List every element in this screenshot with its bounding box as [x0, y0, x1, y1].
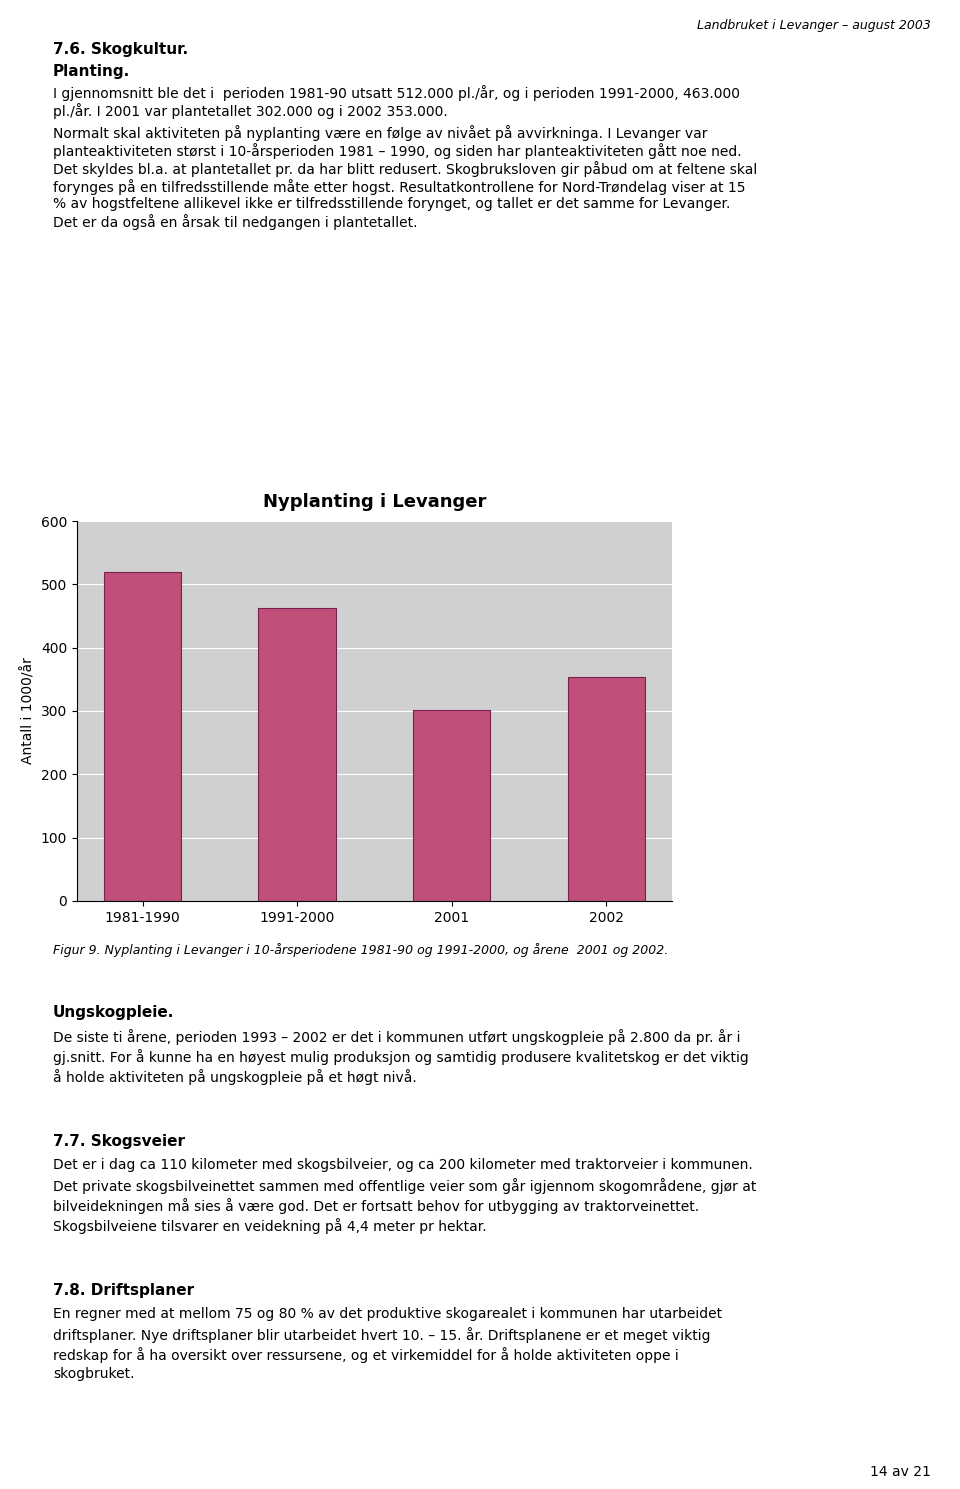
- Bar: [104, 572, 181, 901]
- Text: Skogsbilveiene tilsvarer en veidekning på 4,4 meter pr hektar.: Skogsbilveiene tilsvarer en veidekning p…: [53, 1218, 487, 1234]
- Text: gj.snitt. For å kunne ha en høyest mulig produksjon og samtidig produsere kvalit: gj.snitt. For å kunne ha en høyest mulig…: [53, 1048, 749, 1065]
- Text: Ungskogpleie.: Ungskogpleie.: [53, 1005, 174, 1020]
- Text: 7.6. Skogkultur.: 7.6. Skogkultur.: [53, 42, 188, 57]
- Text: 7.7. Skogsveier: 7.7. Skogsveier: [53, 1135, 184, 1150]
- Text: å holde aktiviteten på ungskogpleie på et høgt nivå.: å holde aktiviteten på ungskogpleie på e…: [53, 1069, 417, 1085]
- Bar: [258, 608, 336, 901]
- Bar: [567, 677, 645, 901]
- Text: Landbruket i Levanger – august 2003: Landbruket i Levanger – august 2003: [697, 19, 931, 33]
- Text: Det skyldes bl.a. at plantetallet pr. da har blitt redusert. Skogbruksloven gir : Det skyldes bl.a. at plantetallet pr. da…: [53, 161, 757, 177]
- Title: Nyplanting i Levanger: Nyplanting i Levanger: [263, 493, 486, 511]
- Text: Planting.: Planting.: [53, 64, 130, 79]
- Text: Figur 9. Nyplanting i Levanger i 10-årsperiodene 1981-90 og 1991-2000, og årene : Figur 9. Nyplanting i Levanger i 10-årsp…: [53, 943, 668, 956]
- Text: 14 av 21: 14 av 21: [871, 1465, 931, 1479]
- Text: Det er i dag ca 110 kilometer med skogsbilveier, og ca 200 kilometer med traktor: Det er i dag ca 110 kilometer med skogsb…: [53, 1158, 753, 1172]
- Text: forynges på en tilfredsstillende måte etter hogst. Resultatkontrollene for Nord-: forynges på en tilfredsstillende måte et…: [53, 179, 745, 195]
- Text: En regner med at mellom 75 og 80 % av det produktive skogarealet i kommunen har : En regner med at mellom 75 og 80 % av de…: [53, 1307, 722, 1321]
- Text: I gjennomsnitt ble det i  perioden 1981-90 utsatt 512.000 pl./år, og i perioden : I gjennomsnitt ble det i perioden 1981-9…: [53, 85, 740, 101]
- Text: redskap for å ha oversikt over ressursene, og et virkemiddel for å holde aktivit: redskap for å ha oversikt over ressursen…: [53, 1346, 679, 1362]
- Text: De siste ti årene, perioden 1993 – 2002 er det i kommunen utført ungskogpleie på: De siste ti årene, perioden 1993 – 2002 …: [53, 1029, 740, 1045]
- Text: % av hogstfeltene allikevel ikke er tilfredsstillende forynget, og tallet er det: % av hogstfeltene allikevel ikke er tilf…: [53, 197, 731, 210]
- Text: Det er da også en årsak til nedgangen i plantetallet.: Det er da også en årsak til nedgangen i …: [53, 214, 418, 231]
- Text: driftsplaner. Nye driftsplaner blir utarbeidet hvert 10. – 15. år. Driftsplanene: driftsplaner. Nye driftsplaner blir utar…: [53, 1327, 710, 1343]
- Text: pl./år. I 2001 var plantetallet 302.000 og i 2002 353.000.: pl./år. I 2001 var plantetallet 302.000 …: [53, 103, 447, 119]
- Text: 7.8. Driftsplaner: 7.8. Driftsplaner: [53, 1282, 194, 1298]
- Text: bilveidekningen må sies å være god. Det er fortsatt behov for utbygging av trakt: bilveidekningen må sies å være god. Det …: [53, 1197, 699, 1214]
- Bar: [413, 710, 491, 901]
- Text: skogbruket.: skogbruket.: [53, 1367, 134, 1380]
- Text: planteaktiviteten størst i 10-årsperioden 1981 – 1990, og siden har planteaktivi: planteaktiviteten størst i 10-årsperiode…: [53, 143, 741, 159]
- Text: Det private skogsbilveinettet sammen med offentlige veier som går igjennom skogo: Det private skogsbilveinettet sammen med…: [53, 1178, 756, 1194]
- Text: Normalt skal aktiviteten på nyplanting være en følge av nivået på avvirkninga. I: Normalt skal aktiviteten på nyplanting v…: [53, 125, 708, 141]
- Y-axis label: Antall i 1000/år: Antall i 1000/år: [21, 658, 36, 764]
